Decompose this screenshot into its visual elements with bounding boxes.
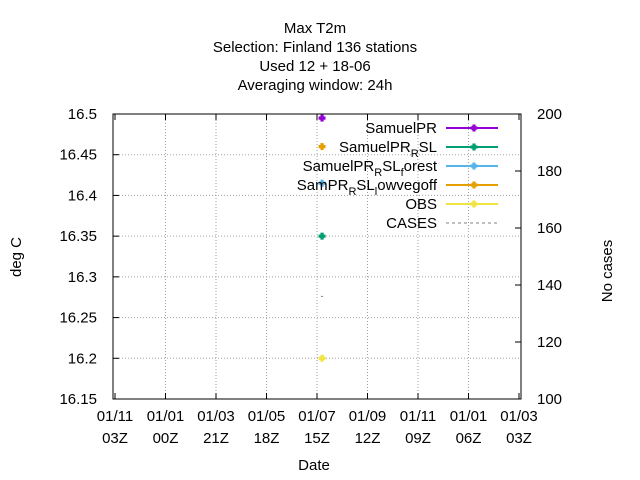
- point-samuelpr-rsl: [318, 232, 326, 240]
- x-tick-label: 01/01: [147, 408, 185, 425]
- y2-tick-label: 120: [537, 334, 562, 351]
- chart-subtitle-window: Averaging window: 24h: [238, 77, 393, 94]
- point-samuelpr: [318, 114, 326, 122]
- x-tick-label: 01/07: [298, 408, 336, 425]
- x-tick-label-time: 18Z: [254, 430, 280, 447]
- legend-marker: [470, 143, 478, 151]
- y-tick-label: 16.45: [59, 147, 97, 164]
- legend-entry-samuelpr-rsl: SamuelPRRSL: [339, 139, 498, 160]
- x-tick-label-time: 15Z: [304, 430, 330, 447]
- x-tick-label: 01/11: [400, 408, 436, 425]
- tick-marks: [113, 113, 521, 400]
- x-tick-label: 01/03: [197, 408, 235, 425]
- chart-title: Max T2m: [284, 20, 346, 37]
- x-tick-label-time: 21Z: [203, 430, 229, 447]
- y2-tick-label: 200: [537, 106, 562, 123]
- x-axis-label: Date: [298, 457, 330, 474]
- legend: SamuelPR SamuelPRRSLSamuelPRRSLforestSamP…: [297, 120, 498, 232]
- legend-label: OBS: [405, 196, 437, 213]
- legend-label: SamuelPR: [365, 120, 437, 137]
- legend-marker: [470, 124, 478, 132]
- y-tick-label: 16.25: [59, 310, 97, 327]
- legend-entry-obs: OBS: [405, 196, 498, 213]
- x-tick-label-time: 09Z: [405, 430, 431, 447]
- y2-tick-label: 140: [537, 277, 562, 294]
- grid: [113, 114, 521, 399]
- x-tick-label: 01/01: [450, 408, 488, 425]
- y-tick-label: 16.35: [59, 228, 97, 245]
- point-obs: [318, 354, 326, 362]
- x-tick-label-time: 03Z: [102, 430, 128, 447]
- y2-tick-label: 180: [537, 163, 562, 180]
- data-points: [318, 114, 326, 362]
- y-tick-labels: 16.5 16.45 16.4 16.35 16.3 16.25 16.2 16.15: [59, 106, 97, 408]
- x-tick-label: 01/03: [500, 408, 538, 425]
- x-tick-label-time: 03Z: [506, 430, 532, 447]
- x-tick-label-time: 12Z: [355, 430, 381, 447]
- legend-marker: [470, 181, 478, 189]
- legend-marker: [470, 200, 478, 208]
- y-tick-label: 16.2: [68, 350, 97, 367]
- legend-label: CASES: [386, 215, 437, 232]
- x-tick-label: 01/05: [248, 408, 286, 425]
- y2-tick-label: 100: [537, 391, 562, 408]
- y2-tick-label: 160: [537, 220, 562, 237]
- chart-subtitle-selection: Selection: Finland 136 stations: [213, 39, 417, 56]
- legend-label: SamuelPRRSL: [339, 139, 437, 160]
- y-tick-label: 16.3: [68, 269, 97, 286]
- x-tick-label: 01/09: [349, 408, 387, 425]
- x-tick-label-time: 00Z: [153, 430, 179, 447]
- y-tick-label: 16.15: [59, 391, 97, 408]
- chart-subtitle-used: Used 12 + 18-06: [259, 58, 370, 75]
- x-tick-labels: 01/11 03Z 01/01 00Z 01/03 21Z 01/05 18Z 01/07 15Z…: [97, 408, 538, 447]
- x-tick-label: 01/11: [97, 408, 133, 425]
- legend-marker: [470, 162, 478, 170]
- legend-label: SamPRRSLlowvegoff: [297, 177, 438, 198]
- legend-entry-cases: CASES: [386, 215, 498, 232]
- legend-entry-samuelpr: SamuelPR: [365, 120, 498, 137]
- legend-label: SamuelPRRSLforest: [303, 158, 438, 179]
- y2-axis-label: No cases: [599, 240, 616, 303]
- y-tick-label: 16.5: [68, 106, 97, 123]
- y-tick-label: 16.4: [68, 187, 97, 204]
- point-sampr-rsl-lowvegoff: [318, 143, 326, 151]
- legend-entry-sampr-rsl-lowvegoff: SamPRRSLlowvegoff: [297, 177, 498, 198]
- x-tick-label-time: 06Z: [456, 430, 482, 447]
- y2-tick-labels: 200 180 160 140 120 100: [537, 106, 562, 408]
- point-samuelpr-rsl-forest: [318, 179, 326, 187]
- y-axis-label: deg C: [8, 237, 25, 277]
- legend-entry-samuelpr-rsl-forest: SamuelPRRSLforest: [303, 158, 498, 179]
